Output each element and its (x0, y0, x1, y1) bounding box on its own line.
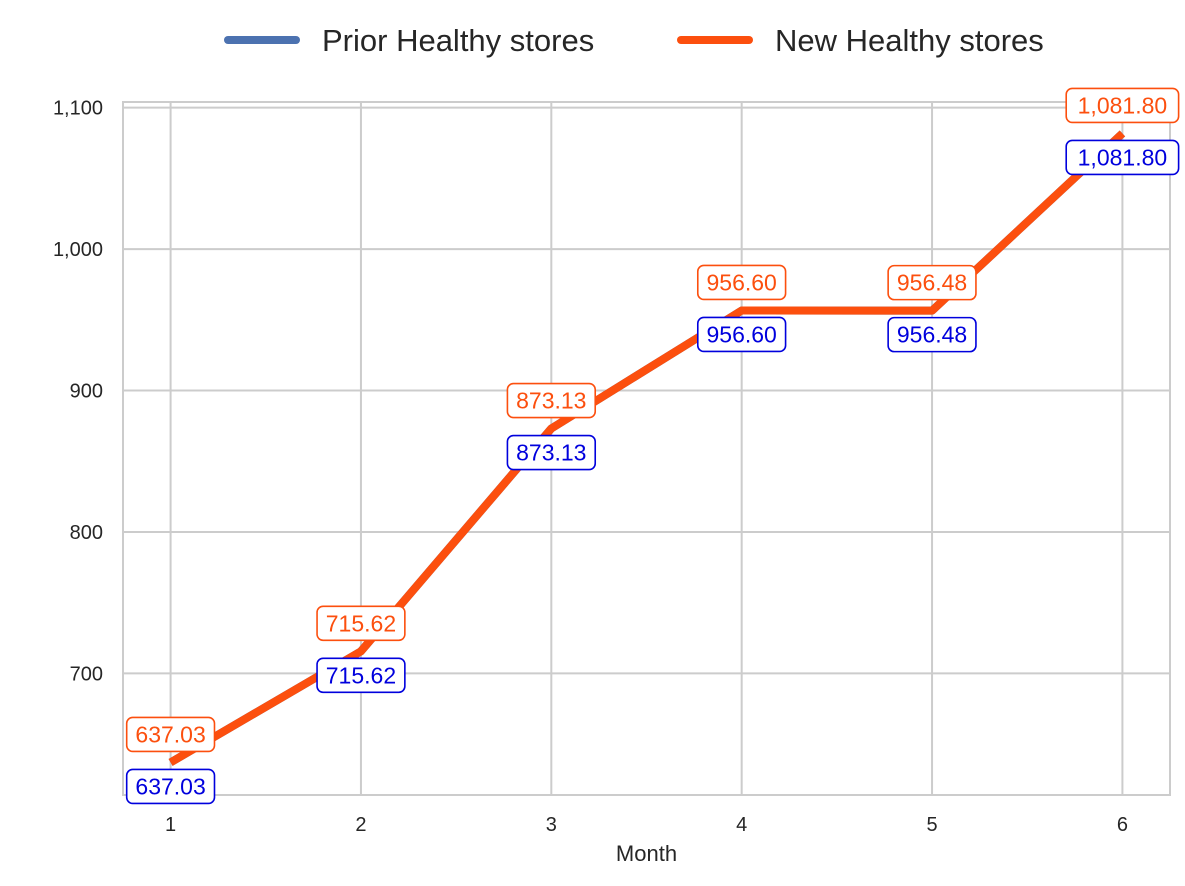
data-label-box (1065, 139, 1180, 176)
y-tick-label: 700 (70, 663, 103, 685)
data-label: 956.48 (897, 322, 967, 348)
data-label-box (1065, 87, 1180, 124)
data-label-group: 637.03 (125, 716, 216, 753)
data-label-group: 715.62 (316, 605, 406, 642)
legend-label: New Healthy stores (775, 23, 1044, 58)
data-label: 637.03 (135, 773, 205, 799)
data-label-box (506, 434, 597, 471)
data-label-group: 873.13 (506, 382, 597, 419)
x-tick-label: 4 (736, 814, 747, 836)
data-label-group: 1,081.80 (1065, 139, 1180, 176)
data-label-group: 956.48 (887, 264, 977, 301)
data-label-group: 1,081.80 (1065, 87, 1180, 124)
data-label-box (887, 316, 977, 353)
legend-item: New Healthy stores (677, 23, 1044, 58)
legend-item: Prior Healthy stores (224, 23, 594, 58)
axis-layer: Month 1 2 3 4 5 6 700 800 900 1,000 1,100 (53, 98, 1128, 866)
data-label-layer: 637.03 715.62 873.13 956.60 956.48 1,081.80 63… (125, 87, 1180, 805)
data-label-box (887, 264, 977, 301)
x-tick-label: 1 (165, 814, 176, 836)
data-label: 873.13 (516, 388, 586, 414)
data-label: 1,081.80 (1078, 92, 1168, 118)
x-tick-label: 6 (1117, 814, 1128, 836)
data-label-box (696, 316, 787, 353)
data-label: 956.60 (707, 321, 777, 347)
plot-frame (122, 101, 1171, 796)
data-label: 1,081.80 (1078, 144, 1168, 170)
data-label: 956.48 (897, 270, 967, 296)
data-label-group: 956.60 (696, 264, 787, 301)
y-tick-label: 1,100 (53, 98, 103, 120)
y-tick-label: 1,000 (53, 239, 103, 261)
data-label-box (316, 657, 406, 694)
x-tick-label: 2 (355, 814, 366, 836)
series-line-prior-healthy-stores (168, 130, 1126, 766)
x-tick-label: 3 (546, 814, 557, 836)
data-label-group: 715.62 (316, 657, 406, 694)
data-label: 715.62 (326, 662, 396, 688)
series-line-new-healthy-stores (168, 130, 1126, 766)
y-tick-label: 900 (70, 381, 103, 403)
legend-label: Prior Healthy stores (322, 23, 594, 58)
data-label-box (696, 264, 787, 301)
data-label: 637.03 (135, 721, 205, 747)
series-layer (168, 130, 1126, 766)
y-tick-label: 800 (70, 522, 103, 544)
data-label-group: 637.03 (125, 768, 216, 805)
data-label-box (506, 382, 597, 419)
data-label-group: 956.48 (887, 316, 977, 353)
legend: Prior Healthy stores New Healthy stores (224, 23, 1044, 58)
x-axis-label: Month (616, 841, 677, 866)
data-label: 715.62 (326, 610, 396, 636)
data-label-box (125, 716, 216, 753)
data-label-box (125, 768, 216, 805)
data-label-group: 956.60 (696, 316, 787, 353)
data-label-group: 873.13 (506, 434, 597, 471)
grid-layer (123, 102, 1170, 795)
data-label: 956.60 (707, 269, 777, 295)
data-label-box (316, 605, 406, 642)
x-tick-label: 5 (926, 814, 937, 836)
data-label: 873.13 (516, 440, 586, 466)
